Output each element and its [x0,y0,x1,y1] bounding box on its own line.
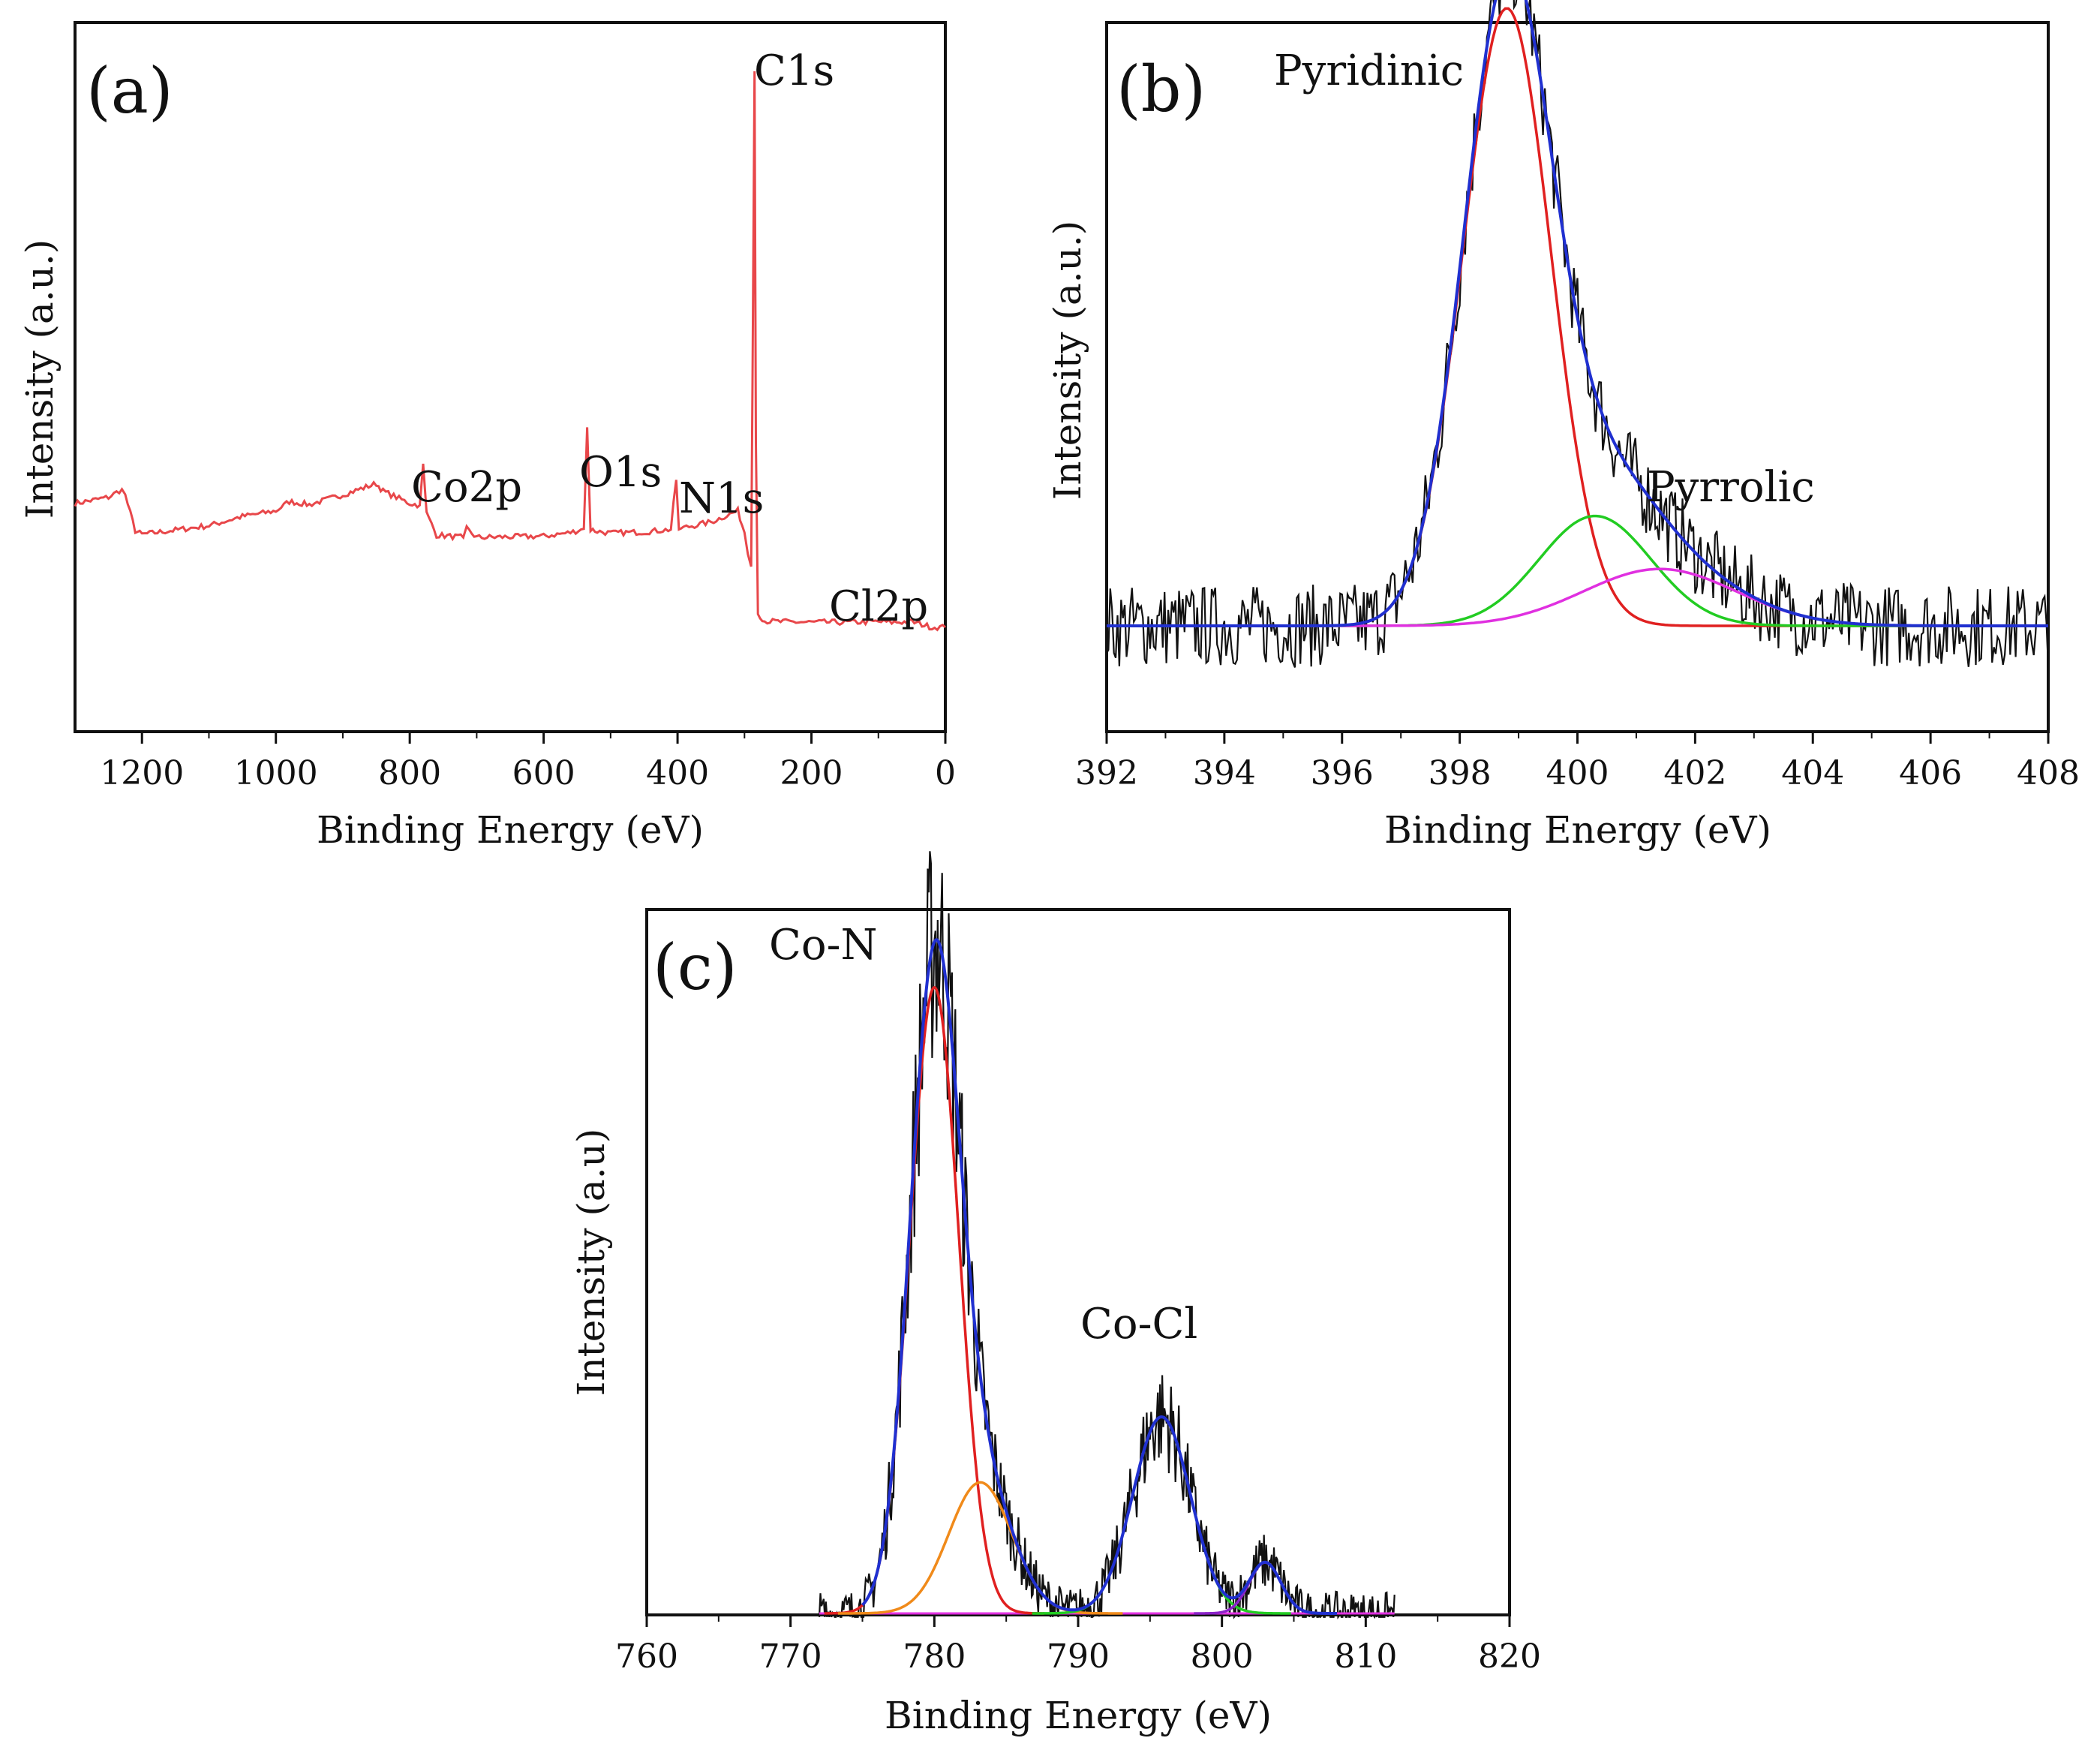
panel-a-xtick-label-6: 0 [935,754,956,792]
panel-b: (b) 392 394 396 398 400 402 404 406 408 Pyridini… [1046,0,2080,852]
panel-c-envelope-line [861,938,1337,1615]
panel-c-xtick-label-2: 780 [903,1637,966,1676]
panel-b-ticks: 392 394 396 398 400 402 404 406 408 [1075,732,2080,792]
panel-c-xtick-label-3: 790 [1047,1637,1110,1676]
panel-b-xtick-label-2: 396 [1311,754,1374,792]
panel-c-xtick-label-1: 770 [759,1637,822,1676]
panel-a-xlabel: Binding Energy (eV) [317,808,704,852]
panel-a-peak-label-c1s: C1s [754,47,834,95]
panel-a-peak-label-co2p: Co2p [411,463,522,512]
panel-a-xtick-label-5: 200 [780,754,843,792]
panel-b-xtick-label-4: 400 [1546,754,1609,792]
panel-c-xtick-label-6: 820 [1478,1637,1541,1676]
panel-c-xtick-label-4: 800 [1191,1637,1254,1676]
panel-a-peak-label-n1s: N1s [679,474,764,523]
panel-b-xtick-label-1: 394 [1193,754,1256,792]
panel-b-label: (b) [1116,53,1206,126]
panel-b-series [1106,0,2050,668]
panel-a-label: (a) [86,54,173,128]
panel-b-xtick-label-7: 406 [1899,754,1962,792]
panel-c-label: (c) [653,931,738,1004]
panel-c-raw-data-line [818,851,1395,1619]
panel-a-frame [74,21,947,733]
panel-c-ylabel: Intensity (a.u) [569,1129,613,1397]
panel-c-fit-peak-0 [824,985,1044,1615]
panel-c-series [818,851,1395,1619]
panel-a-xtick-label-2: 800 [378,754,441,792]
panel-b-raw-data-line [1106,0,2050,668]
panel-b-xlabel: Binding Energy (eV) [1384,808,1771,852]
panel-b-xtick-label-6: 404 [1781,754,1844,792]
panel-c-peak-label-co-cl: Co-Cl [1080,1300,1197,1349]
panel-c-frame [645,908,1511,1616]
panel-c-peak-label-co-n: Co-N [769,921,877,970]
panel-a-xtick-label-0: 1200 [100,754,184,792]
panel-b-peak-label-pyridinic: Pyridinic [1274,47,1464,95]
panel-c-ticks: 760 770 780 790 800 810 820 [615,1615,1541,1676]
panel-c-xtick-label-0: 760 [615,1637,678,1676]
panel-a-ylabel: Intensity (a.u.) [18,239,62,519]
panel-a-survey-line [74,71,946,632]
panel-a-xtick-label-4: 400 [646,754,709,792]
panel-a-ticks: 1200 1000 800 600 400 200 0 [100,732,956,792]
panel-c-xtick-label-5: 810 [1334,1637,1397,1676]
panel-b-xtick-label-0: 392 [1075,754,1138,792]
panel-b-ylabel: Intensity (a.u.) [1046,221,1089,501]
panel-b-xtick-label-5: 402 [1663,754,1726,792]
panel-b-xtick-label-3: 398 [1429,754,1492,792]
panel-c-xlabel: Binding Energy (eV) [885,1694,1272,1737]
panel-b-envelope-line [1107,0,2048,627]
panel-c: (c) 760 770 780 790 800 810 820 Co-N Co-Cl Bin… [569,851,1541,1737]
panel-a-xtick-label-3: 600 [512,754,575,792]
panel-a-series [74,71,946,632]
panel-a-peak-label-o1s: O1s [579,448,662,497]
panel-a-peak-label-cl2p: Cl2p [829,582,928,631]
panel-a-xtick-label-1: 1000 [234,754,318,792]
panel-b-peak-label-pyrrolic: Pyrrolic [1647,463,1815,512]
panel-b-xtick-label-8: 408 [2017,754,2080,792]
panel-a: (a) 1200 1000 800 600 400 200 0 Co2p O1s N1s C… [18,21,956,852]
